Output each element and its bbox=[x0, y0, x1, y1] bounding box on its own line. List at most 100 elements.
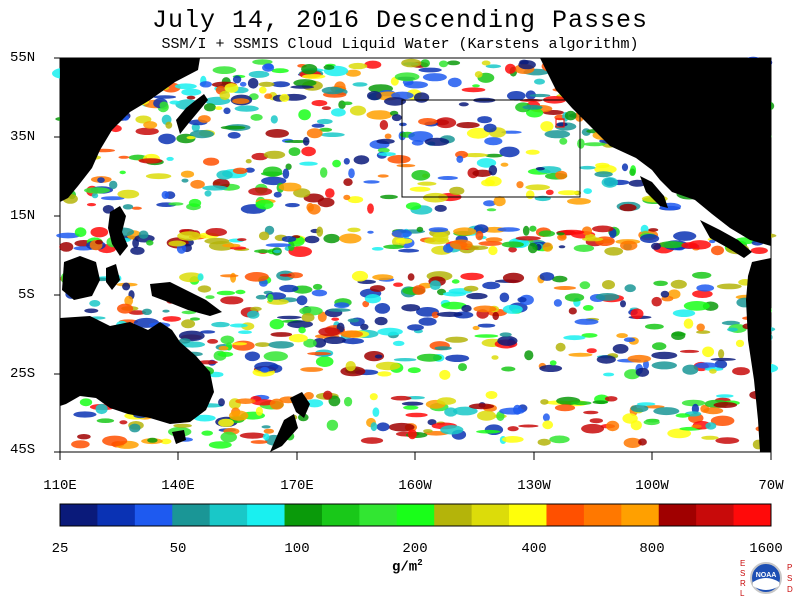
cloud-cell bbox=[596, 355, 616, 364]
cloud-cell bbox=[159, 101, 169, 110]
cloud-cell bbox=[216, 290, 236, 296]
cloud-cell bbox=[345, 361, 356, 372]
cloud-cell bbox=[239, 81, 247, 87]
cloud-cell bbox=[449, 239, 473, 250]
cloud-cell bbox=[301, 146, 316, 157]
new-zealand-north bbox=[290, 392, 310, 418]
cloud-cell bbox=[501, 130, 522, 134]
cloud-cell bbox=[542, 242, 553, 252]
lon-label-110e: 110E bbox=[43, 478, 77, 494]
cloud-cell bbox=[460, 272, 484, 281]
cloud-cell bbox=[568, 307, 577, 315]
cloud-cell bbox=[250, 306, 262, 312]
cloud-cell bbox=[119, 170, 126, 175]
cloud-cell bbox=[411, 170, 431, 181]
cloud-cell bbox=[558, 245, 566, 249]
cloud-cell bbox=[549, 435, 570, 444]
cloud-cell bbox=[377, 327, 403, 336]
cloud-cell bbox=[263, 166, 283, 178]
cloud-cell bbox=[671, 331, 686, 340]
sulawesi-island bbox=[106, 264, 120, 290]
cloud-cell bbox=[558, 190, 579, 196]
cloud-cell bbox=[574, 318, 599, 325]
colorbar-swatch bbox=[583, 504, 622, 526]
cloud-cell bbox=[398, 248, 420, 253]
cloud-cell bbox=[542, 420, 554, 430]
cloud-cell bbox=[710, 357, 736, 361]
cloud-cell bbox=[473, 224, 489, 234]
cloud-cell bbox=[500, 162, 509, 167]
cloud-cell bbox=[205, 228, 227, 237]
cloud-cell bbox=[522, 225, 530, 236]
cloud-cell bbox=[675, 413, 691, 418]
cloud-cell bbox=[238, 330, 252, 335]
cloud-cell bbox=[258, 81, 275, 87]
cloud-cell bbox=[445, 354, 470, 362]
cloud-cell bbox=[331, 317, 340, 321]
cloud-cell bbox=[653, 407, 680, 416]
cloud-cell bbox=[652, 342, 667, 351]
cloud-cell bbox=[496, 411, 505, 421]
cloud-cell bbox=[343, 194, 351, 201]
cloud-cell bbox=[96, 418, 115, 424]
cloud-cell bbox=[393, 358, 417, 362]
cloud-cell bbox=[317, 197, 335, 208]
cloud-cell bbox=[320, 132, 345, 137]
cloud-cell bbox=[407, 324, 424, 331]
cloud-cell bbox=[651, 361, 677, 370]
new-guinea-island bbox=[150, 282, 222, 316]
cloud-cell bbox=[258, 231, 270, 241]
cloud-cell bbox=[428, 227, 449, 233]
cloud-cell bbox=[217, 351, 234, 357]
cloud-cell bbox=[640, 234, 660, 243]
cloud-cell bbox=[181, 178, 189, 183]
cloud-cell bbox=[190, 130, 214, 139]
cloud-cell bbox=[477, 116, 492, 124]
map-subtitle: SSM/I + SSMIS Cloud Liquid Water (Karste… bbox=[161, 36, 639, 53]
cloud-cell bbox=[601, 177, 618, 188]
cloud-cell bbox=[559, 137, 568, 145]
cloud-cell bbox=[270, 115, 278, 124]
cloud-cell bbox=[466, 292, 488, 300]
cloud-cell bbox=[538, 230, 555, 237]
cloud-cell bbox=[271, 81, 291, 88]
cloud-cell bbox=[422, 192, 449, 203]
cloud-cell bbox=[461, 87, 486, 93]
cloud-cell bbox=[630, 404, 649, 413]
cloud-cell bbox=[298, 326, 306, 334]
cloud-cell bbox=[122, 282, 131, 291]
cloud-cell bbox=[232, 167, 248, 174]
cloud-cell bbox=[237, 238, 247, 242]
cloud-cell bbox=[177, 231, 202, 241]
cloud-cell bbox=[285, 203, 300, 208]
cloud-cell bbox=[179, 272, 204, 283]
cloud-cell bbox=[478, 241, 503, 246]
cloud-cell bbox=[380, 194, 398, 200]
cloud-cell bbox=[367, 203, 374, 214]
cloud-cell bbox=[638, 438, 647, 446]
cloud-cell bbox=[100, 196, 125, 201]
cloud-cell bbox=[146, 240, 154, 246]
cloud-cell bbox=[288, 241, 295, 251]
cloud-cell bbox=[222, 243, 241, 248]
cloud-cell bbox=[323, 233, 340, 244]
cloud-cell bbox=[271, 68, 289, 74]
colorbar-swatch bbox=[396, 504, 435, 526]
cloud-cell bbox=[263, 433, 270, 441]
cloud-cell bbox=[77, 434, 91, 440]
cloud-cell bbox=[492, 311, 500, 321]
cloud-cell bbox=[423, 429, 433, 433]
cloud-cell bbox=[485, 64, 502, 69]
cloud-cell bbox=[472, 84, 480, 88]
cloud-cell bbox=[497, 335, 518, 346]
cloud-cell bbox=[629, 168, 636, 176]
cloud-cell bbox=[529, 93, 551, 98]
cloud-cell bbox=[245, 159, 252, 164]
cloud-cell bbox=[232, 98, 250, 104]
cloud-cell bbox=[620, 300, 626, 308]
cloud-cell bbox=[352, 82, 368, 87]
cloud-cell bbox=[204, 237, 230, 245]
cloud-cell bbox=[516, 181, 524, 189]
cloud-cell bbox=[288, 334, 308, 343]
cloud-cell bbox=[128, 310, 146, 315]
